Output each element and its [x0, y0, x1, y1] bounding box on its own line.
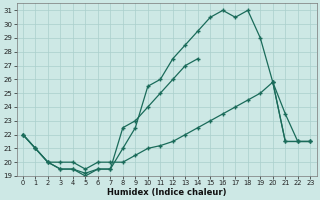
X-axis label: Humidex (Indice chaleur): Humidex (Indice chaleur)	[107, 188, 226, 197]
